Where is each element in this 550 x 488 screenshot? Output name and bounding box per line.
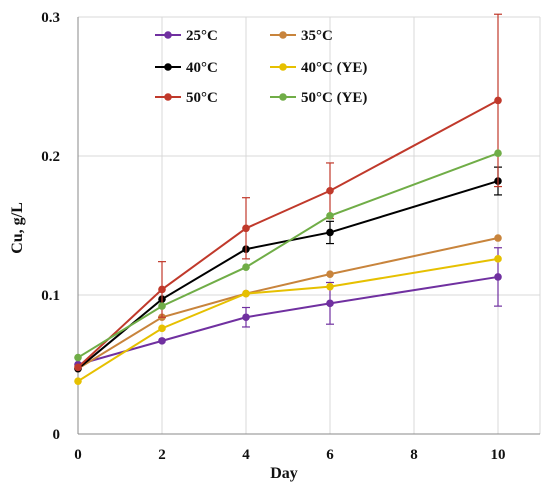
y-tick-label: 0.1 — [41, 288, 60, 304]
data-point — [242, 289, 250, 298]
legend-swatch-marker — [279, 31, 287, 39]
y-tick-labels: 0 0.1 0.2 0.3 — [41, 10, 60, 443]
data-point — [158, 337, 166, 345]
series-3 — [74, 255, 502, 385]
data-point — [494, 234, 502, 242]
legend-label: 25°C — [186, 28, 218, 44]
legend-item: 40°C (YE) — [270, 60, 367, 76]
data-point — [326, 211, 334, 220]
series-4 — [74, 13, 502, 372]
series-line — [77, 152, 499, 359]
series-1 — [74, 234, 502, 373]
data-point — [326, 270, 334, 278]
legend-swatch-marker — [164, 31, 172, 39]
x-tick-label: 6 — [326, 447, 334, 463]
data-point — [494, 255, 502, 263]
data-point — [74, 377, 82, 385]
legend-label: 35°C — [301, 28, 333, 44]
data-point — [494, 273, 502, 281]
x-tick-label: 0 — [74, 447, 82, 463]
data-point — [494, 149, 502, 158]
axes — [77, 17, 540, 435]
series-0 — [74, 247, 502, 369]
series-line — [77, 99, 499, 369]
legend-label: 40°C — [186, 60, 218, 76]
data-point — [158, 324, 166, 333]
x-tick-label: 10 — [491, 447, 506, 463]
legend-label: 40°C (YE) — [301, 60, 367, 76]
series-5 — [74, 149, 502, 362]
legend-label: 50°C (YE) — [301, 90, 367, 106]
x-tick-label: 2 — [158, 447, 166, 463]
legend-swatch-marker — [279, 93, 287, 101]
y-tick-label: 0 — [53, 427, 61, 443]
data-point — [326, 228, 334, 237]
legend-item: 25°C — [155, 28, 218, 44]
x-axis-title: Day — [270, 465, 298, 482]
legend-swatch-marker — [279, 63, 287, 71]
legend-swatch-marker — [164, 93, 172, 101]
legend-swatch-marker — [164, 63, 172, 71]
data-point — [326, 299, 334, 308]
data-point — [74, 363, 82, 372]
data-point — [242, 224, 250, 233]
data-point — [242, 313, 250, 322]
x-tick-label: 8 — [410, 447, 418, 463]
data-point — [158, 302, 166, 310]
grid — [78, 16, 541, 434]
y-tick-label: 0.3 — [41, 10, 60, 26]
series-line — [77, 237, 499, 370]
y-axis-title: Cu, g/L — [9, 202, 26, 254]
legend-item: 50°C (YE) — [270, 90, 367, 106]
legend-item: 35°C — [270, 28, 333, 44]
x-tick-label: 4 — [242, 447, 250, 463]
data-point — [74, 353, 82, 362]
series-group — [74, 13, 502, 385]
legend-item: 50°C — [155, 90, 218, 106]
data-point — [326, 186, 334, 195]
data-point — [326, 282, 334, 291]
data-point — [494, 96, 502, 105]
y-tick-label: 0.2 — [41, 149, 60, 165]
legend: 25°C 35°C 40°C 40°C (YE) 50°C 50°C (YE) — [155, 28, 367, 106]
data-point — [242, 263, 250, 272]
data-point — [158, 285, 166, 294]
legend-item: 40°C — [155, 60, 218, 76]
legend-label: 50°C — [186, 90, 218, 106]
x-tick-labels: 0 2 4 6 8 10 — [74, 447, 505, 463]
